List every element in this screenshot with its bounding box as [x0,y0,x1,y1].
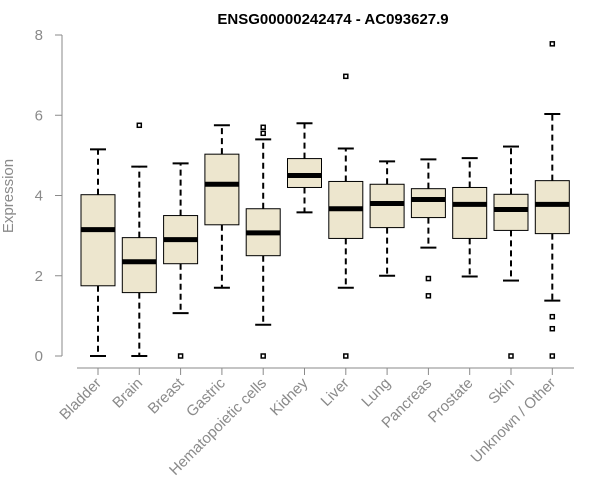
outlier-point [549,41,556,47]
x-tick-label: Lung [358,375,394,411]
y-axis-label: Expression [0,159,17,233]
x-tick-label: Brain [109,375,146,412]
outlier-point [177,353,184,359]
iqr-box [534,180,570,235]
box-0 [80,148,116,357]
y-tick-label: 4 [35,188,43,205]
outlier-point [425,275,432,282]
chart-title: ENSG00000242474 - AC093627.9 [217,11,448,28]
x-tick-label: Kidney [267,374,312,419]
y-tick-label: 2 [35,268,43,285]
y-tick-label: 0 [35,348,43,365]
iqr-box [410,188,446,219]
x-tick-label: Skin [485,375,518,408]
iqr-box [493,193,529,231]
y-tick-label: 6 [35,107,43,124]
outlier-point [136,122,143,129]
outlier-point [343,73,349,80]
outlier-point [425,293,432,299]
box-1 [121,122,157,357]
boxes-group [80,41,570,359]
outlier-point [508,353,514,359]
y-tick-label: 8 [35,27,43,44]
outlier-point [549,325,556,332]
x-tick-label: Prostate [425,375,477,427]
box-11 [534,41,570,359]
x-tick-label: Breast [145,374,188,417]
x-tick-label: Bladder [56,375,105,424]
x-tick-label: Liver [318,375,353,410]
iqr-box [204,153,240,226]
box-6 [328,73,364,359]
box-7 [369,160,405,277]
box-10 [493,145,529,359]
outlier-point [549,313,556,320]
outlier-point [260,124,266,131]
outlier-point [260,353,266,359]
iqr-box [80,194,116,287]
box-4 [245,124,281,359]
outlier-point [549,353,556,359]
iqr-box [121,237,157,294]
y-ticks: 0 2 4 6 8 [35,27,62,365]
box-9 [452,157,488,278]
box-3 [204,124,240,289]
iqr-box [452,186,488,239]
box-2 [163,162,199,359]
box-5 [287,122,322,214]
outlier-point [260,130,266,137]
outlier-point [343,353,349,359]
box-8 [410,158,446,299]
